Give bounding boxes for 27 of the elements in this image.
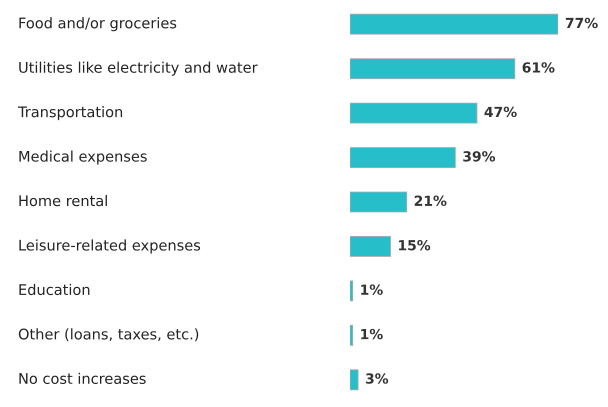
data-label: 47% <box>484 106 517 118</box>
data-label: 15% <box>399 240 430 250</box>
y-tick-label: Leisure-related expenses <box>19 239 200 254</box>
y-tick-label: Other (loans, taxes, etc.) <box>18 328 198 342</box>
bar <box>350 192 408 212</box>
data-label: 3% <box>366 373 388 384</box>
bar <box>350 14 558 35</box>
bar <box>350 369 359 390</box>
bar <box>350 102 478 124</box>
y-tick-label: Home rental <box>19 194 107 206</box>
y-tick-label: Medical expenses <box>19 150 147 165</box>
data-label: 77% <box>566 18 598 28</box>
y-tick-label: Food and/or groceries <box>19 17 176 32</box>
y-tick-label: No cost increases <box>19 372 146 384</box>
data-label: 21% <box>414 196 446 206</box>
bar <box>350 58 516 80</box>
bar <box>350 147 456 168</box>
bar <box>350 236 391 257</box>
data-label: 39% <box>463 151 496 162</box>
y-tick-label: Transportation <box>18 106 122 120</box>
data-label: 61% <box>522 62 555 73</box>
bar <box>350 280 354 302</box>
y-tick-label: Utilities like electricity and water <box>19 62 258 76</box>
data-label: 1% <box>361 284 383 295</box>
data-label: 1% <box>361 328 383 340</box>
y-tick-label: Education <box>19 284 90 296</box>
bar <box>350 324 354 346</box>
